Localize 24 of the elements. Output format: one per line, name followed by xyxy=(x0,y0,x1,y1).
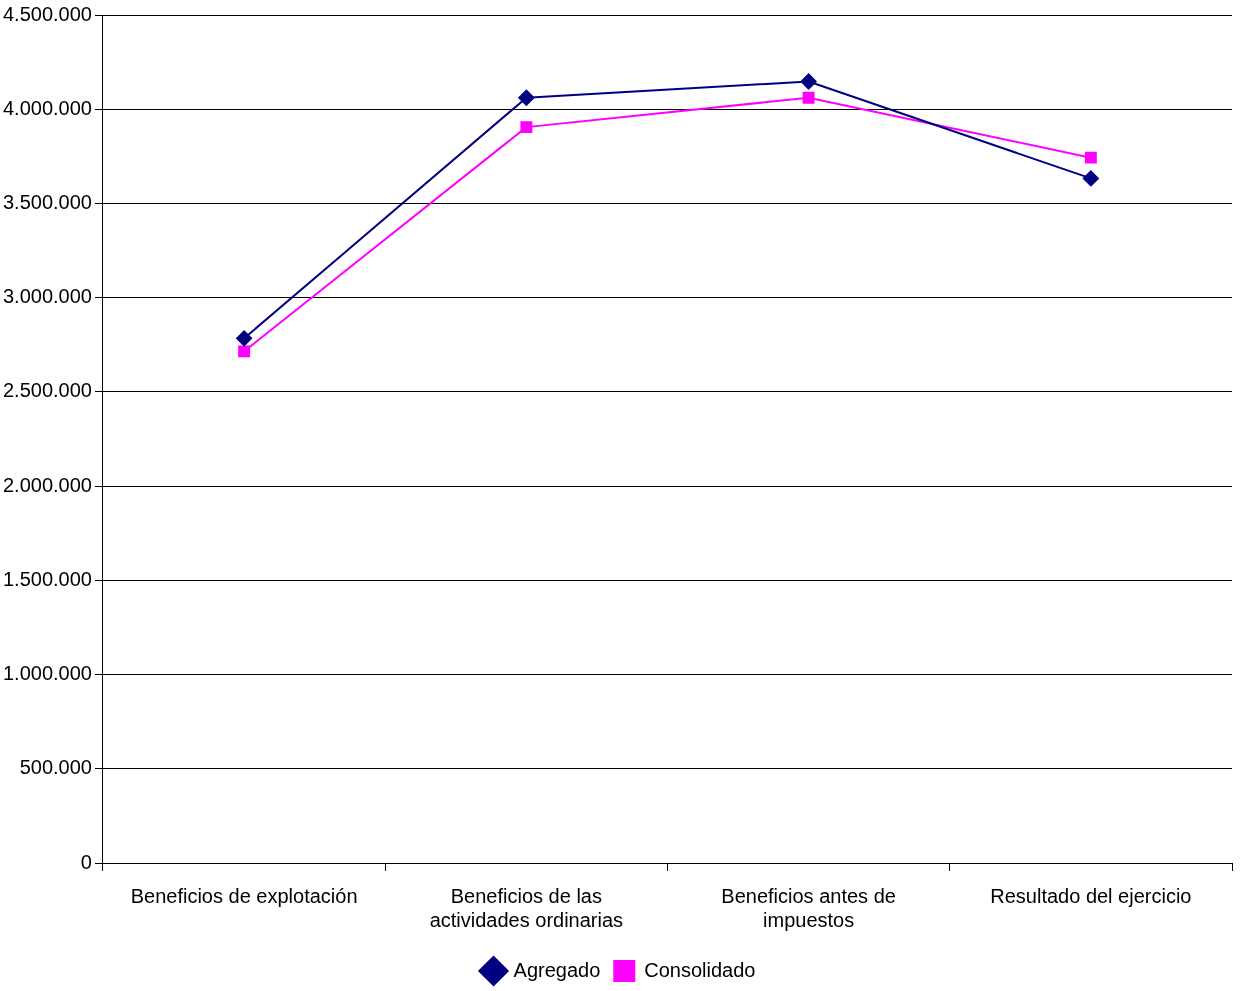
point xyxy=(518,89,535,106)
x-tick-label: Beneficios de las actividades ordinarias xyxy=(429,884,624,931)
point xyxy=(802,91,815,104)
y-tick-label: 4.000.000 xyxy=(2,96,92,119)
y-tick-label: 4.500.000 xyxy=(2,2,92,25)
point xyxy=(1082,170,1099,187)
y-tick-label: 2.500.000 xyxy=(2,379,92,402)
point xyxy=(800,73,817,90)
y-tick-label: 2.000.000 xyxy=(2,473,92,496)
y-tick-label: 3.500.000 xyxy=(2,190,92,213)
y-tick-label: 1.500.000 xyxy=(2,567,92,590)
point xyxy=(238,345,251,358)
point xyxy=(1084,151,1097,164)
y-tick-label: 500.000 xyxy=(19,756,92,779)
point xyxy=(520,121,533,134)
point xyxy=(236,330,253,347)
x-tick-label: Beneficios de explotación xyxy=(130,884,358,907)
y-tick-label: 0 xyxy=(80,850,92,873)
y-tick-label: 1.000.000 xyxy=(2,662,92,685)
x-tick-label: Beneficios antes de impuestos xyxy=(721,884,896,931)
legend-label: Agregado xyxy=(513,958,601,981)
legend-label: Consolidado xyxy=(644,958,756,981)
x-tick-label: Resultado del ejercicio xyxy=(990,884,1192,907)
y-tick-label: 3.000.000 xyxy=(2,285,92,308)
